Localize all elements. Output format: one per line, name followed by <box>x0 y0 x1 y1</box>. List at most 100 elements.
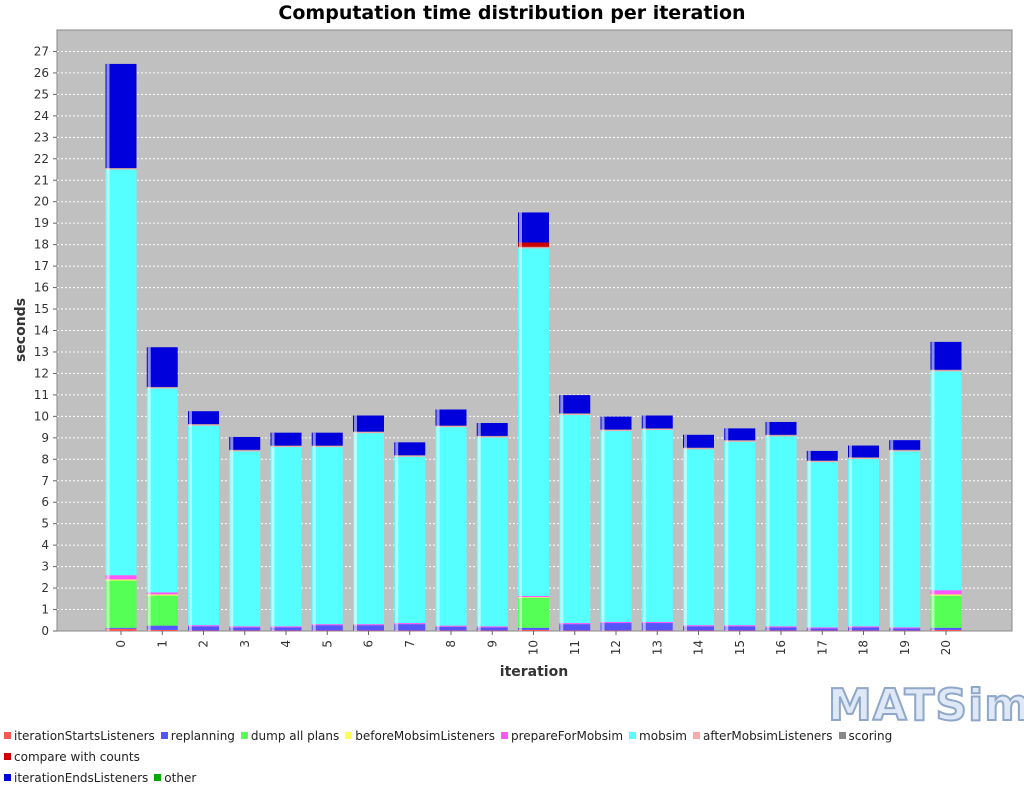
legend-swatch <box>4 774 11 781</box>
bar-segment <box>518 246 549 248</box>
bar-segment <box>311 624 343 626</box>
bar-segment <box>394 623 426 625</box>
legend-swatch <box>4 753 11 760</box>
legend-label: compare with counts <box>14 750 140 764</box>
bar-segment <box>146 629 178 631</box>
y-tick-label: 25 <box>34 87 49 101</box>
bar-segment <box>600 429 632 430</box>
x-tick-label: 15 <box>733 640 747 655</box>
bar-segment <box>311 447 343 625</box>
x-tick-label: 3 <box>238 640 252 648</box>
x-tick-label: 19 <box>898 640 912 655</box>
y-tick-label: 8 <box>41 452 49 466</box>
bar-segment <box>146 388 178 593</box>
x-tick-label: 14 <box>692 640 706 655</box>
bar-segment <box>394 624 426 631</box>
x-tick-label: 7 <box>403 640 417 648</box>
bar-segment <box>435 626 467 631</box>
x-tick-label: 18 <box>857 640 871 655</box>
legend-label: replanning <box>170 729 235 743</box>
bar-segment <box>848 627 879 631</box>
bar-segment <box>476 436 508 438</box>
y-tick-label: 27 <box>34 44 49 58</box>
x-tick-label: 2 <box>197 640 211 648</box>
bar-segment <box>930 341 962 370</box>
bar-segment <box>270 447 302 627</box>
bar-segment <box>518 597 549 598</box>
bar-segment <box>353 431 384 433</box>
bar-segment <box>146 347 178 387</box>
y-tick-label: 0 <box>41 624 49 638</box>
bar-segment <box>600 621 632 624</box>
bar-segment <box>600 630 632 632</box>
bar-highlight <box>601 416 605 631</box>
bar-segment <box>930 595 962 628</box>
bar-segment <box>724 630 756 632</box>
bar-segment <box>476 437 508 627</box>
bar-segment <box>724 626 756 631</box>
bar-segment <box>683 448 714 450</box>
bar-segment <box>724 441 756 626</box>
bar-segment <box>765 421 797 435</box>
legend-label: scoring <box>848 729 893 743</box>
bar-segment <box>683 630 714 632</box>
bar-segment <box>559 395 591 414</box>
bar-segment <box>641 623 673 631</box>
bar-segment <box>435 427 467 626</box>
bar-segment <box>806 461 838 463</box>
bar-highlight <box>766 421 770 631</box>
bar-segment <box>394 456 426 624</box>
bar-segment <box>889 630 921 632</box>
bar-segment <box>724 440 756 441</box>
x-tick-label: 13 <box>650 640 664 655</box>
legend-swatch <box>629 732 637 739</box>
bar-highlight <box>354 415 357 631</box>
x-tick-label: 10 <box>527 640 541 655</box>
bar-segment <box>559 414 591 624</box>
x-tick-label: 6 <box>362 640 376 648</box>
bar-highlight <box>725 428 729 631</box>
bar-segment <box>105 627 137 629</box>
bar-segment <box>270 445 302 448</box>
bar-segment <box>146 594 178 596</box>
bar-segment <box>765 627 797 631</box>
x-tick-label: 1 <box>155 640 169 648</box>
x-tick-label: 17 <box>815 640 829 655</box>
bar-segment <box>806 628 838 631</box>
bar-segment <box>806 450 838 461</box>
bar-segment <box>765 626 797 628</box>
x-axis-label: iteration <box>500 664 568 680</box>
matsim-logo: MATSim <box>827 679 1024 732</box>
legend-swatch <box>160 732 168 739</box>
y-tick-label: 21 <box>34 173 49 187</box>
legend-label: beforeMobsimListeners <box>355 729 496 743</box>
legend-item: prepareForMobsim <box>501 726 623 747</box>
bar-segment <box>229 451 261 627</box>
y-tick-label: 10 <box>34 409 49 423</box>
bar-segment <box>435 426 467 428</box>
bar-segment <box>311 432 343 446</box>
bar-highlight <box>106 63 110 631</box>
legend-item: beforeMobsimListeners <box>345 726 495 747</box>
bar-segment <box>600 430 632 622</box>
bar-segment <box>683 625 714 627</box>
legend-item: iterationEndsListeners <box>4 768 148 789</box>
legend-swatch <box>154 774 162 781</box>
bar-highlight <box>519 212 522 632</box>
y-tick-label: 15 <box>34 302 49 316</box>
bar-segment <box>518 629 549 631</box>
bar-segment <box>889 451 921 628</box>
y-tick-label: 16 <box>34 281 49 295</box>
bar-segment <box>930 594 962 596</box>
bar-segment <box>188 424 219 426</box>
bar-highlight <box>189 411 192 631</box>
legend-item: dump all plans <box>240 726 339 747</box>
bar-segment <box>435 630 467 632</box>
bar-segment <box>229 449 261 451</box>
bar-segment <box>229 626 261 628</box>
bar-segment <box>229 630 261 632</box>
bar-segment <box>806 627 838 629</box>
y-tick-label: 9 <box>41 431 49 445</box>
bar-segment <box>848 626 879 628</box>
bar-segment <box>559 623 591 625</box>
